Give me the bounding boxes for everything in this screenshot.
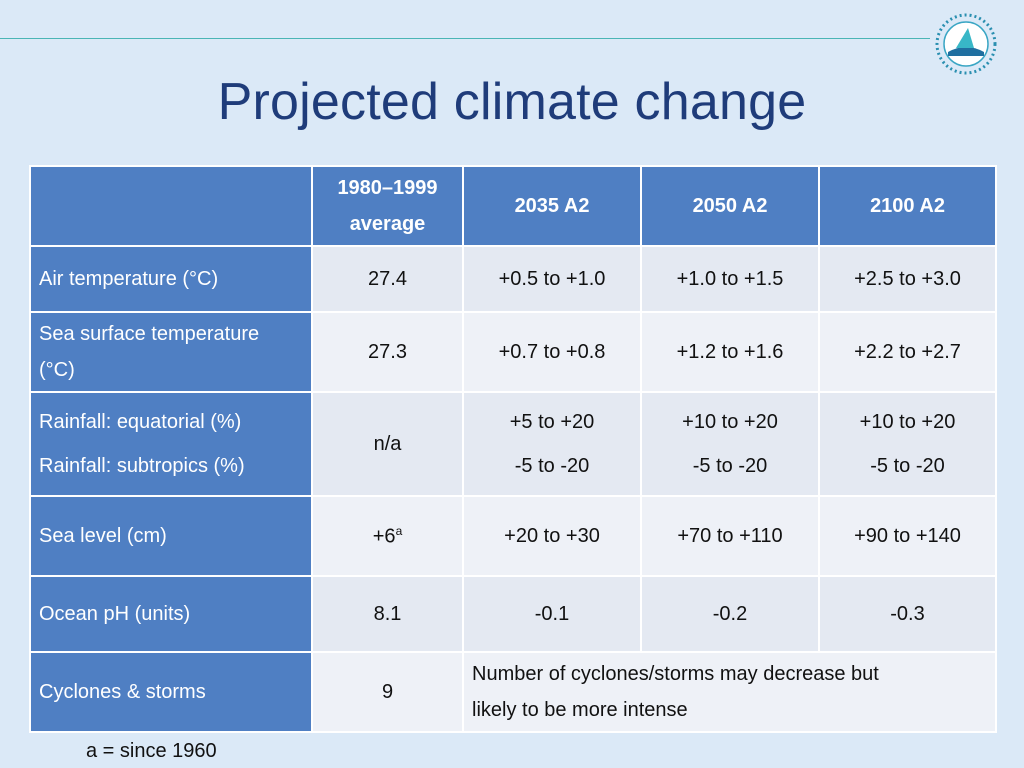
rainfall-2050-subtropics: -5 to -20 bbox=[692, 455, 768, 477]
table-header-row: 1980–1999 average 2035 A2 2050 A2 2100 A… bbox=[29, 165, 997, 247]
ocean-ph-baseline: 8.1 bbox=[311, 575, 464, 653]
sea-level-baseline: +6a bbox=[311, 495, 464, 577]
header-baseline-line2: average bbox=[349, 213, 426, 235]
header-baseline: 1980–1999 average bbox=[311, 165, 464, 247]
row-label-sea-surface-temperature: Sea surface temperature (°C) bbox=[29, 311, 313, 393]
header-2100: 2100 A2 bbox=[818, 165, 997, 247]
sea-level-2050: +70 to +110 bbox=[640, 495, 820, 577]
rainfall-2035-subtropics: -5 to -20 bbox=[514, 455, 590, 477]
rainfall-2035: +5 to +20 -5 to -20 bbox=[462, 391, 642, 497]
page-title: Projected climate change bbox=[217, 73, 807, 131]
header-2050: 2050 A2 bbox=[640, 165, 820, 247]
row-label-cyclones: Cyclones & storms bbox=[29, 651, 313, 733]
header-empty bbox=[29, 165, 313, 247]
header-baseline-line1: 1980–1999 bbox=[337, 177, 438, 199]
table-row: Air temperature (°C) 27.4 +0.5 to +1.0 +… bbox=[29, 245, 997, 313]
rainfall-2100-equatorial: +10 to +20 bbox=[859, 411, 956, 433]
row-label-sea-level: Sea level (cm) bbox=[29, 495, 313, 577]
spc-logo-icon bbox=[935, 13, 997, 75]
ocean-ph-2050: -0.2 bbox=[640, 575, 820, 653]
ocean-ph-2035: -0.1 bbox=[462, 575, 642, 653]
sst-2035: +0.7 to +0.8 bbox=[462, 311, 642, 393]
cyclones-projection: Number of cyclones/storms may decrease b… bbox=[462, 651, 997, 733]
sea-level-2100: +90 to +140 bbox=[818, 495, 997, 577]
cyclones-projection-line1: Number of cyclones/storms may decrease b… bbox=[472, 663, 879, 685]
sst-baseline: 27.3 bbox=[311, 311, 464, 393]
sea-level-baseline-value: +6 bbox=[372, 525, 396, 548]
air-temp-2100: +2.5 to +3.0 bbox=[818, 245, 997, 313]
table-row: Sea surface temperature (°C) 27.3 +0.7 t… bbox=[29, 311, 997, 393]
row-label-air-temperature: Air temperature (°C) bbox=[29, 245, 313, 313]
rainfall-2050: +10 to +20 -5 to -20 bbox=[640, 391, 820, 497]
rainfall-equatorial-label: Rainfall: equatorial (%) bbox=[39, 411, 242, 433]
rainfall-2035-equatorial: +5 to +20 bbox=[509, 411, 595, 433]
cyclones-baseline: 9 bbox=[311, 651, 464, 733]
climate-projection-table: 1980–1999 average 2035 A2 2050 A2 2100 A… bbox=[29, 165, 997, 733]
sst-label-line1: Sea surface temperature bbox=[39, 323, 260, 345]
header-2035: 2035 A2 bbox=[462, 165, 642, 247]
row-label-rainfall: Rainfall: equatorial (%) Rainfall: subtr… bbox=[29, 391, 313, 497]
rainfall-2050-equatorial: +10 to +20 bbox=[682, 411, 778, 433]
air-temp-2035: +0.5 to +1.0 bbox=[462, 245, 642, 313]
sst-2100: +2.2 to +2.7 bbox=[818, 311, 997, 393]
header-divider bbox=[0, 38, 930, 39]
ocean-ph-2100: -0.3 bbox=[818, 575, 997, 653]
rainfall-subtropics-label: Rainfall: subtropics (%) bbox=[39, 455, 245, 477]
table-row: Rainfall: equatorial (%) Rainfall: subtr… bbox=[29, 391, 997, 497]
rainfall-2100: +10 to +20 -5 to -20 bbox=[818, 391, 997, 497]
row-label-ocean-ph: Ocean pH (units) bbox=[29, 575, 313, 653]
rainfall-baseline: n/a bbox=[311, 391, 464, 497]
sst-2050: +1.2 to +1.6 bbox=[640, 311, 820, 393]
sea-level-2035: +20 to +30 bbox=[462, 495, 642, 577]
air-temp-2050: +1.0 to +1.5 bbox=[640, 245, 820, 313]
table-row: Cyclones & storms 9 Number of cyclones/s… bbox=[29, 651, 997, 733]
air-temp-baseline: 27.4 bbox=[311, 245, 464, 313]
sst-label-line2: (°C) bbox=[39, 359, 75, 381]
table-row: Ocean pH (units) 8.1 -0.1 -0.2 -0.3 bbox=[29, 575, 997, 653]
sea-level-footnote-marker: a bbox=[395, 523, 403, 538]
cyclones-projection-line2: likely to be more intense bbox=[472, 699, 688, 721]
rainfall-2100-subtropics: -5 to -20 bbox=[870, 455, 945, 477]
table-row: Sea level (cm) +6a +20 to +30 +70 to +11… bbox=[29, 495, 997, 577]
footnote: a = since 1960 bbox=[86, 740, 217, 762]
